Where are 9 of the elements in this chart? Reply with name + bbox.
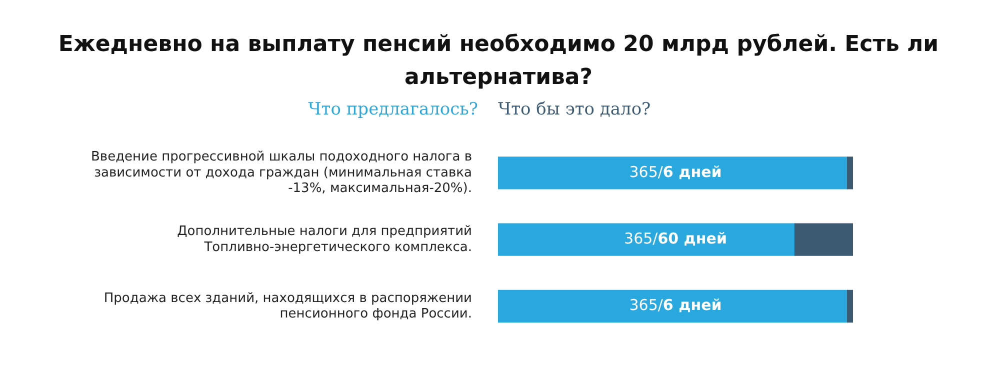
y-tick-label: Дополнительные налоги для предприятий Топливно-энергетического комплекса. (177, 224, 472, 255)
y-tick-label: Продажа всех зданий, находящихся в распоряжении пенсионного фонда России. (104, 290, 472, 322)
annotation: 365/60 дней (624, 229, 727, 248)
text: Что предлагалось? (308, 99, 478, 120)
annotation: 365/6 дней (629, 296, 722, 314)
chart-title: Ежедневно на выплату пенсий необходимо 20 млрд рублей. Есть ли альтернатива? (57, 31, 940, 92)
annotation: 365/6 дней (629, 162, 722, 181)
text: Что бы это дало? (498, 99, 651, 120)
y-tick-label: Введение прогрессивной шкалы подоходного налога в зависимости от дохода граждан (минимальная ставка -13%, максимальная-20%). (90, 150, 472, 196)
